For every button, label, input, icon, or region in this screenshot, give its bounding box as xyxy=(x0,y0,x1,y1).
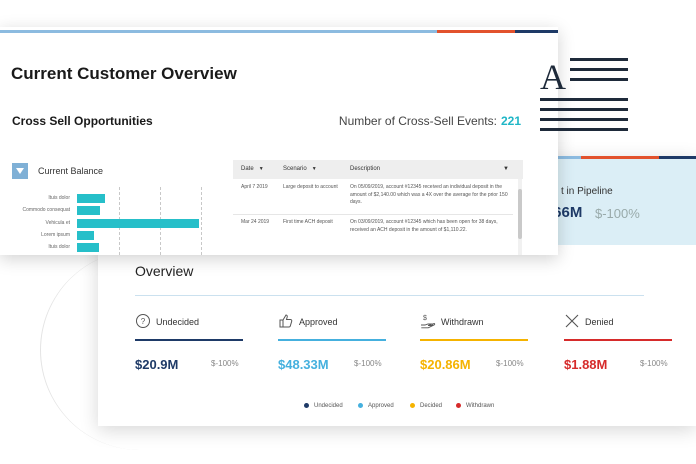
svg-text:?: ? xyxy=(141,317,146,326)
chevron-down-icon xyxy=(16,168,24,174)
legend-dot xyxy=(410,403,415,408)
metric-value: $1.88M xyxy=(564,357,608,372)
legend-dot xyxy=(358,403,363,408)
page-title: Current Customer Overview xyxy=(11,64,237,83)
overview-title: Overview xyxy=(135,263,194,279)
metric-value: $48.33M xyxy=(278,357,329,372)
cross-sell-table: Date ▼ Scenario ▼ Description ▼ April 7 20… xyxy=(233,160,523,255)
metric-label: Undecided xyxy=(156,317,200,327)
legend-item: Withdrawn xyxy=(456,403,494,409)
metric-change: $-100% xyxy=(354,359,382,368)
grid-line xyxy=(201,187,202,255)
balance-bar[interactable] xyxy=(77,194,105,203)
customer-top-bar xyxy=(0,30,558,33)
column-header-scenario[interactable]: Scenario ▼ xyxy=(283,166,317,172)
metric-change: $-100% xyxy=(496,359,524,368)
table-scrollbar-thumb[interactable] xyxy=(518,189,522,239)
cross-sell-events-count: 221 xyxy=(500,114,521,128)
balance-row-label: Ituis dolor xyxy=(48,244,70,250)
sort-caret-icon: ▼ xyxy=(311,166,317,172)
metric-underline xyxy=(135,339,243,341)
legend-item: Decided xyxy=(410,403,442,409)
hand-coin-icon: $ xyxy=(421,315,436,329)
balance-row-label: Vehicula et xyxy=(45,220,70,226)
metric-underline xyxy=(278,339,386,341)
pipeline-panel: t in Pipeline .66M $-100% xyxy=(549,159,696,245)
question-circle-icon: ? xyxy=(136,314,150,328)
cross-sell-title: Cross Sell Opportunities xyxy=(12,114,153,128)
current-balance-label: Current Balance xyxy=(38,166,104,176)
metric-value: $20.9M xyxy=(135,357,179,372)
balance-row-label: Commodo consequat xyxy=(22,207,70,213)
row-separator xyxy=(233,214,513,215)
table-cell-date: Mar 24 2019 xyxy=(241,219,270,225)
balance-bar[interactable] xyxy=(77,219,199,228)
cross-sell-events-label: Number of Cross-Sell Events: xyxy=(338,114,497,128)
table-cell-scenario: First time ACH deposit xyxy=(283,219,333,225)
legend-dot xyxy=(456,403,461,408)
metric-label: Approved xyxy=(299,317,338,327)
column-header-date[interactable]: Date ▼ xyxy=(241,166,264,172)
metric-change: $-100% xyxy=(211,359,239,368)
table-header: Date ▼ Scenario ▼ Description ▼ xyxy=(233,160,523,179)
x-icon xyxy=(565,314,579,328)
metric-underline xyxy=(420,339,528,341)
metric-label: Withdrawn xyxy=(441,317,484,327)
column-header-description[interactable]: Description xyxy=(350,166,381,172)
metric-label: Denied xyxy=(585,317,614,327)
balance-row-label: Ituis dolor xyxy=(48,195,70,201)
background-arc xyxy=(40,250,180,450)
balance-bar[interactable] xyxy=(77,206,100,215)
cross-sell-events: Number of Cross-Sell Events: 221 xyxy=(339,114,521,128)
balance-bar[interactable] xyxy=(77,243,99,252)
svg-text:$: $ xyxy=(423,315,427,322)
balance-row-label: Lorem ipsum xyxy=(41,232,70,238)
table-cell-description: On 05/09/2019, account #12345 received a… xyxy=(350,184,508,205)
overview-divider xyxy=(135,295,644,296)
table-cell-date: April 7 2019 xyxy=(241,184,268,190)
current-balance-toggle[interactable] xyxy=(12,163,28,179)
balance-bar[interactable] xyxy=(77,231,94,240)
pipeline-label: t in Pipeline xyxy=(561,186,613,197)
metric-value: $20.86M xyxy=(420,357,471,372)
document-text-icon: A xyxy=(540,57,628,131)
legend-dot xyxy=(304,403,309,408)
legend-item: Approved xyxy=(358,403,394,409)
metric-underline xyxy=(564,339,672,341)
customer-overview-card: Current Customer Overview Cross Sell Opp… xyxy=(0,27,558,255)
dropdown-caret-icon[interactable]: ▼ xyxy=(503,166,509,172)
table-cell-scenario: Large deposit to account xyxy=(283,184,338,190)
sort-caret-icon: ▼ xyxy=(258,166,264,172)
letter-a-icon: A xyxy=(540,57,566,97)
metric-change: $-100% xyxy=(640,359,668,368)
table-cell-description: On 03/09/2019, account #12345 which has … xyxy=(350,219,498,233)
pipeline-change: $-100% xyxy=(595,206,640,221)
thumbs-up-icon xyxy=(279,314,293,328)
legend-item: Undecided xyxy=(304,403,343,409)
